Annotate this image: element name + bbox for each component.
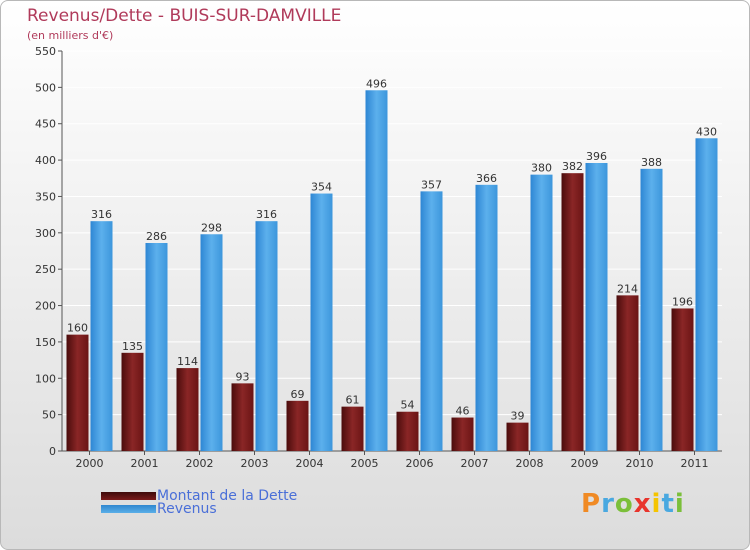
data-label: 135 xyxy=(122,340,143,353)
legend-label-debt: Montant de la Dette xyxy=(157,488,298,504)
data-label: 316 xyxy=(256,208,277,221)
y-tick-label: 200 xyxy=(35,300,56,313)
data-label: 354 xyxy=(311,181,332,194)
data-label: 69 xyxy=(291,388,305,401)
bar-revenue xyxy=(640,168,663,451)
data-label: 61 xyxy=(346,394,360,407)
bar-debt xyxy=(66,334,89,451)
data-label: 430 xyxy=(696,125,717,138)
bar-debt xyxy=(451,417,474,451)
data-label: 93 xyxy=(236,370,250,383)
y-tick-label: 50 xyxy=(42,409,56,422)
logo-letter: i xyxy=(674,489,685,519)
legend-item-debt: Montant de la Dette xyxy=(101,488,297,504)
logo-letter: P xyxy=(581,489,602,519)
bar-revenue xyxy=(695,138,718,452)
data-label: 298 xyxy=(201,221,222,234)
logo-letter: i xyxy=(651,489,662,519)
y-tick-label: 450 xyxy=(35,118,56,131)
data-label: 380 xyxy=(531,162,552,175)
x-tick-label: 2001 xyxy=(131,457,159,470)
y-tick-label: 100 xyxy=(35,372,56,385)
x-tick-label: 2004 xyxy=(296,457,324,470)
x-tick-label: 2010 xyxy=(626,457,654,470)
bar-revenue xyxy=(145,243,168,451)
y-tick-label: 550 xyxy=(35,45,56,58)
bar-revenue xyxy=(200,234,223,451)
x-tick-label: 2011 xyxy=(681,457,709,470)
data-label: 316 xyxy=(91,208,112,221)
bar-revenue xyxy=(90,221,113,451)
bar-debt xyxy=(286,400,309,451)
data-label: 160 xyxy=(67,322,88,335)
data-label: 382 xyxy=(562,160,583,173)
data-label: 54 xyxy=(401,399,415,412)
x-tick-label: 2006 xyxy=(406,457,434,470)
bar-debt xyxy=(176,368,199,451)
x-tick-label: 2007 xyxy=(461,457,489,470)
logo-letter: x xyxy=(633,489,652,519)
bar-revenue xyxy=(420,191,443,451)
data-label: 357 xyxy=(421,178,442,191)
bar-debt xyxy=(341,406,364,451)
bar-revenue xyxy=(530,174,553,452)
x-tick-label: 2009 xyxy=(571,457,599,470)
data-label: 39 xyxy=(511,410,525,423)
chart-subtitle: (en milliers d'€) xyxy=(27,29,114,42)
y-tick-label: 150 xyxy=(35,336,56,349)
logo-letter: r xyxy=(601,489,615,519)
bar-revenue xyxy=(255,221,278,451)
y-tick-label: 400 xyxy=(35,154,56,167)
x-tick-label: 2002 xyxy=(186,457,214,470)
logo-letter: o xyxy=(614,489,634,519)
logo-letter: t xyxy=(661,489,675,519)
legend-label-revenue: Revenus xyxy=(157,501,217,517)
proxiti-logo: Proxiti xyxy=(581,489,685,519)
data-label: 388 xyxy=(641,156,662,169)
y-tick-label: 250 xyxy=(35,263,56,276)
y-tick-label: 0 xyxy=(49,445,56,458)
y-tick-label: 300 xyxy=(35,227,56,240)
data-label: 114 xyxy=(177,355,198,368)
bar-revenue xyxy=(475,184,498,451)
data-label: 46 xyxy=(456,405,470,418)
bar-debt xyxy=(121,352,144,451)
bar-debt xyxy=(396,411,419,451)
y-tick-label: 500 xyxy=(35,81,56,94)
data-label: 396 xyxy=(586,150,607,163)
bar-debt xyxy=(506,422,529,451)
legend-item-revenue: Revenus xyxy=(101,501,217,517)
data-label: 496 xyxy=(366,77,387,90)
data-label: 214 xyxy=(617,282,638,295)
legend-swatch-revenue xyxy=(101,505,156,513)
y-tick-label: 350 xyxy=(35,190,56,203)
bar-debt xyxy=(616,295,639,451)
chart-title: Revenus/Dette - BUIS-SUR-DAMVILLE xyxy=(27,6,342,26)
data-label: 196 xyxy=(672,295,693,308)
bar-debt xyxy=(671,308,694,451)
legend-swatch-debt xyxy=(101,492,156,500)
data-label: 286 xyxy=(146,230,167,243)
x-tick-label: 2003 xyxy=(241,457,269,470)
bar-revenue xyxy=(585,163,608,451)
data-label: 366 xyxy=(476,172,497,185)
bar-revenue xyxy=(365,90,388,451)
bar-debt xyxy=(231,383,254,451)
x-tick-label: 2005 xyxy=(351,457,379,470)
bar-debt xyxy=(561,173,584,451)
x-tick-label: 2000 xyxy=(76,457,104,470)
x-tick-label: 2008 xyxy=(516,457,544,470)
bar-revenue xyxy=(310,193,333,451)
